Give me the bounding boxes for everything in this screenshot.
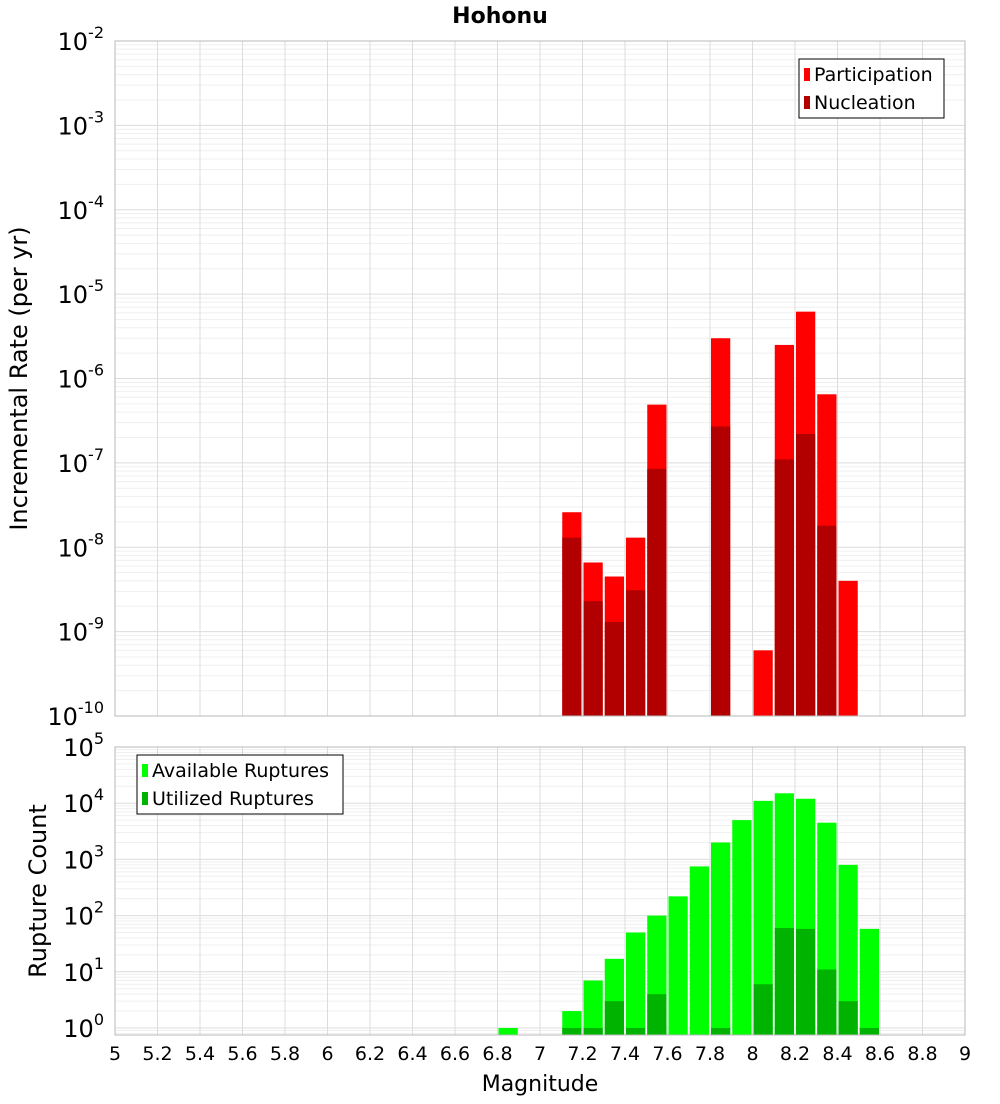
bar-utilized-ruptures [838, 1001, 858, 1035]
y-tick-label: 103 [63, 841, 104, 874]
x-tick-label: 5 [109, 1043, 121, 1065]
bar-available-ruptures [859, 928, 879, 1035]
bar-utilized-ruptures [626, 1027, 646, 1035]
bar-available-ruptures [711, 842, 731, 1035]
y-axis-label: Incremental Rate (per yr) [5, 226, 33, 530]
bar-available-ruptures [626, 932, 646, 1035]
bar-nucleation [817, 525, 837, 716]
bar-nucleation [604, 622, 624, 716]
bar-utilized-ruptures [774, 928, 794, 1035]
bar-available-ruptures [753, 800, 773, 1035]
bar-available-ruptures [583, 980, 603, 1035]
y-tick-label: 10-4 [58, 192, 105, 225]
y-tick-label: 10-10 [47, 698, 104, 731]
x-tick-label: 9 [959, 1043, 971, 1065]
x-tick-label: 8.4 [822, 1043, 852, 1065]
y-tick-label: 10-6 [58, 361, 105, 394]
bar-utilized-ruptures [859, 1027, 879, 1035]
y-tick-label: 101 [63, 954, 104, 987]
bar-participation [838, 580, 858, 716]
bar-utilized-ruptures [604, 1001, 624, 1035]
y-tick-label: 10-7 [58, 445, 105, 478]
x-tick-label: 5.2 [142, 1043, 172, 1065]
y-tick-label: 100 [63, 1010, 104, 1043]
legend-label: Available Ruptures [152, 760, 329, 782]
bar-utilized-ruptures [711, 1027, 731, 1035]
x-tick-label: 6 [321, 1043, 333, 1065]
x-tick-label: 6.8 [482, 1043, 512, 1065]
bar-available-ruptures [838, 864, 858, 1035]
bar-nucleation [711, 426, 731, 716]
legend-swatch [142, 764, 148, 777]
legend-label: Participation [814, 64, 933, 86]
y-tick-label: 105 [63, 729, 104, 762]
bar-utilized-ruptures [647, 994, 667, 1035]
bar-nucleation [562, 537, 582, 716]
bar-nucleation [774, 459, 794, 716]
plot-frame [114, 40, 966, 717]
legend-box [136, 754, 344, 815]
x-tick-label: 8.8 [907, 1043, 937, 1065]
x-tick-label: 7.2 [567, 1043, 597, 1065]
bar-nucleation [583, 601, 603, 716]
chart-panel-bottom: 100 101 102 103 104 105 Rupture Count Available… [24, 729, 966, 1043]
bar-nucleation [647, 468, 667, 716]
x-tick-label: 7 [534, 1043, 546, 1065]
bar-available-ruptures [668, 896, 688, 1035]
x-tick-label: 6.6 [440, 1043, 470, 1065]
legend-label: Nucleation [814, 92, 916, 114]
bar-available-ruptures [689, 866, 709, 1035]
legend-box [798, 58, 945, 119]
bar-utilized-ruptures [583, 1027, 603, 1035]
legend-label: Utilized Ruptures [152, 788, 314, 810]
x-tick-label: 8.6 [865, 1043, 895, 1065]
legend-swatch [142, 792, 148, 805]
x-tick-label: 5.4 [185, 1043, 215, 1065]
x-tick-label: 7.8 [695, 1043, 725, 1065]
y-tick-label: 10-9 [58, 614, 105, 647]
x-tick-label: 7.4 [610, 1043, 640, 1065]
x-axis-label: Magnitude [482, 1072, 599, 1097]
chart-panel-top: 10-10 10-9 10-8 10-7 10-6 10-5 10-4 10-3 10-2 Inc… [5, 23, 966, 731]
y-tick-label: 104 [63, 785, 104, 818]
y-tick-label: 10-3 [58, 107, 105, 140]
legend-swatch [804, 96, 810, 109]
bar-nucleation [626, 590, 646, 716]
x-tick-label: 7.6 [652, 1043, 682, 1065]
bar-utilized-ruptures [753, 984, 773, 1035]
x-tick-label: 5.8 [270, 1043, 300, 1065]
bar-utilized-ruptures [817, 969, 837, 1035]
chart-title: Hohonu [452, 4, 548, 29]
x-tick-label: 5.6 [227, 1043, 257, 1065]
x-tick-label: 8 [746, 1043, 758, 1065]
x-tick-label: 8.2 [780, 1043, 810, 1065]
y-tick-label: 102 [63, 898, 104, 931]
y-tick-label: 10-8 [58, 529, 105, 562]
y-axis-label: Rupture Count [24, 804, 52, 978]
bar-utilized-ruptures [562, 1027, 582, 1035]
y-tick-label: 10-2 [58, 23, 105, 56]
legend-swatch [804, 68, 810, 81]
x-tick-label: 6.4 [397, 1043, 427, 1065]
bar-utilized-ruptures [796, 928, 816, 1035]
x-tick-label: 6.2 [355, 1043, 385, 1065]
y-tick-label: 10-5 [58, 276, 105, 309]
bar-participation [753, 650, 773, 716]
bar-nucleation [796, 433, 816, 716]
plot-frame [114, 746, 966, 1036]
bar-available-ruptures [498, 1027, 518, 1035]
bar-available-ruptures [732, 820, 752, 1035]
